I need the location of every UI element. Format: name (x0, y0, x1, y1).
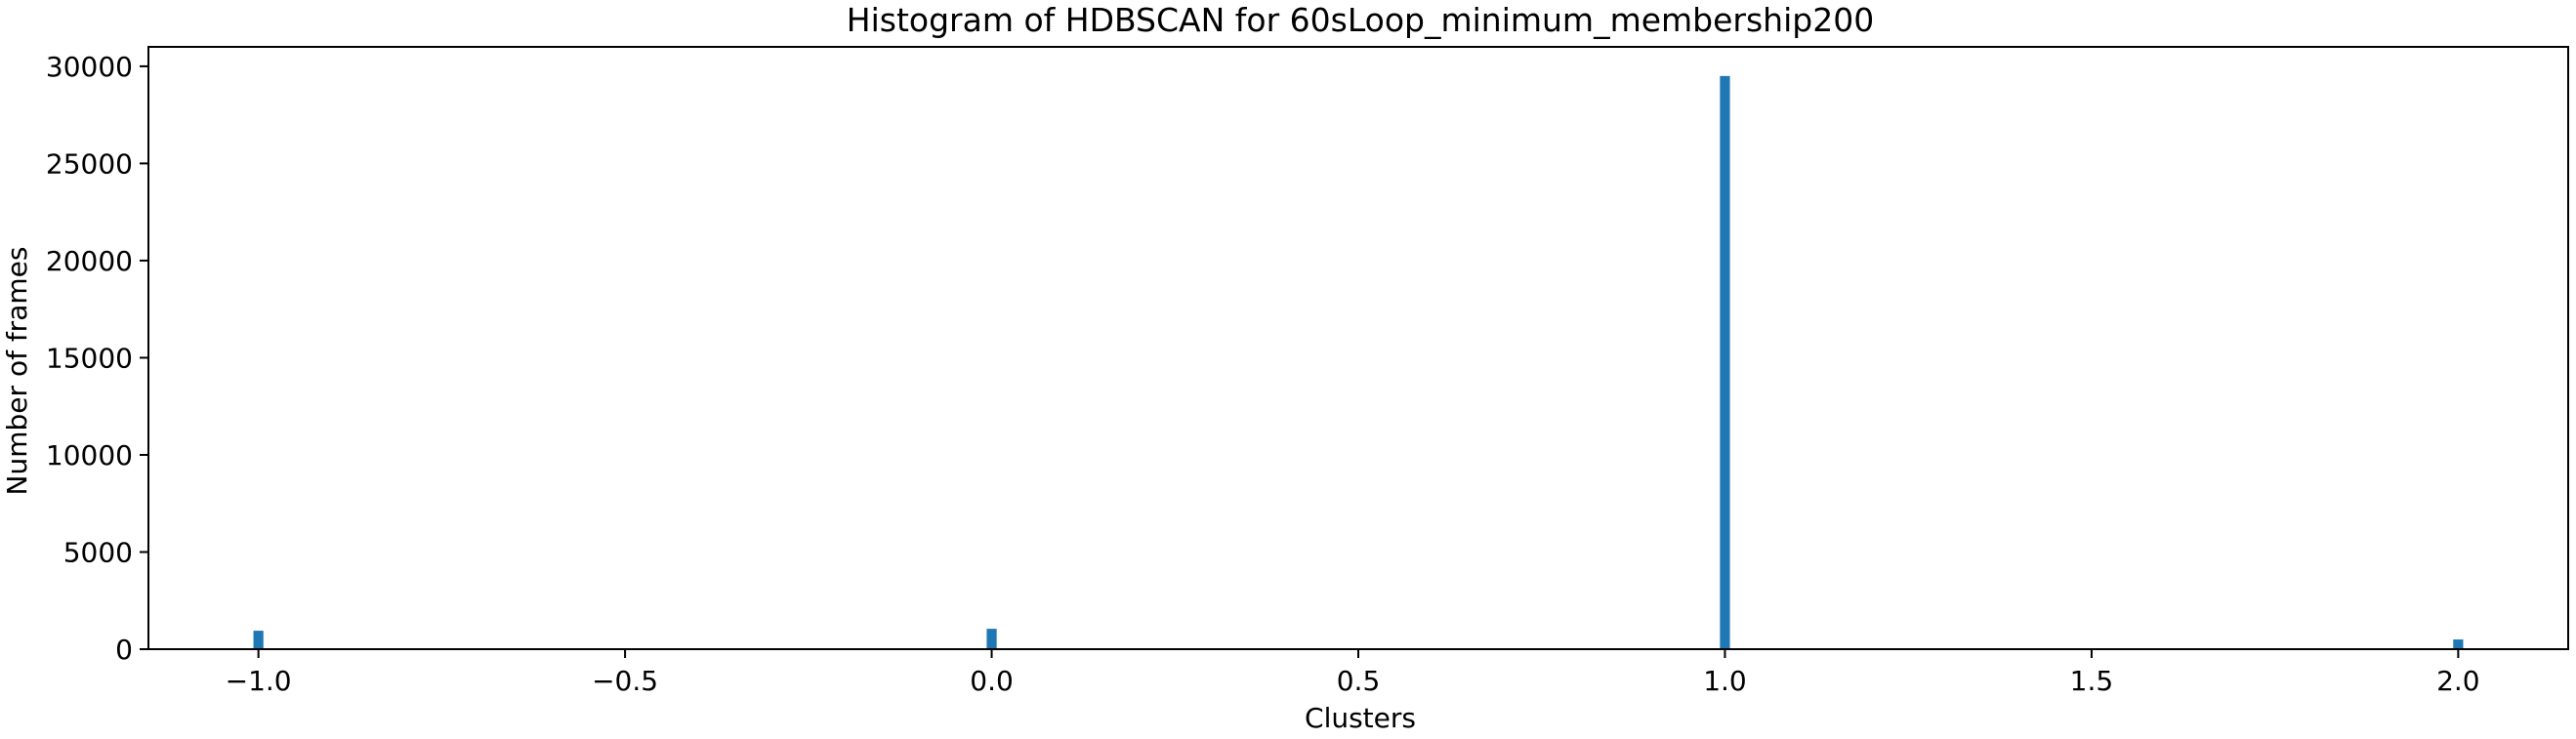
x-tick-label: 0.0 (970, 665, 1014, 697)
y-tick-label: 25000 (46, 147, 133, 180)
x-tick-label: 1.5 (2070, 665, 2114, 697)
x-ticks: −1.0 −0.5 0.0 0.5 1.0 1.5 2.0 (226, 649, 2480, 697)
y-tick-label: 10000 (46, 439, 133, 472)
histogram-bar-3 (2453, 639, 2464, 649)
y-tick-label: 30000 (46, 51, 133, 83)
chart-title: Histogram of HDBSCAN for 60sLoop_minimum… (847, 1, 1874, 39)
x-tick-label: 0.5 (1337, 665, 1381, 697)
bars-group (253, 75, 2464, 649)
x-tick-label: 2.0 (2436, 665, 2480, 697)
y-ticks: 0 5000 10000 15000 20000 25000 30000 (46, 51, 148, 666)
histogram-bar-0 (253, 631, 264, 649)
x-tick-label: −0.5 (592, 665, 658, 697)
x-tick-label: −1.0 (226, 665, 292, 697)
y-tick-label: 5000 (63, 536, 133, 568)
x-tick-label: 1.0 (1703, 665, 1747, 697)
histogram-bar-1 (986, 629, 997, 649)
x-axis-label: Clusters (1305, 702, 1416, 734)
y-tick-label: 20000 (46, 245, 133, 277)
y-axis-label: Number of frames (1, 247, 33, 496)
histogram-bar-2 (1720, 75, 1730, 649)
y-tick-label: 0 (115, 634, 133, 666)
y-tick-label: 15000 (46, 342, 133, 374)
plot-frame (147, 46, 2569, 650)
